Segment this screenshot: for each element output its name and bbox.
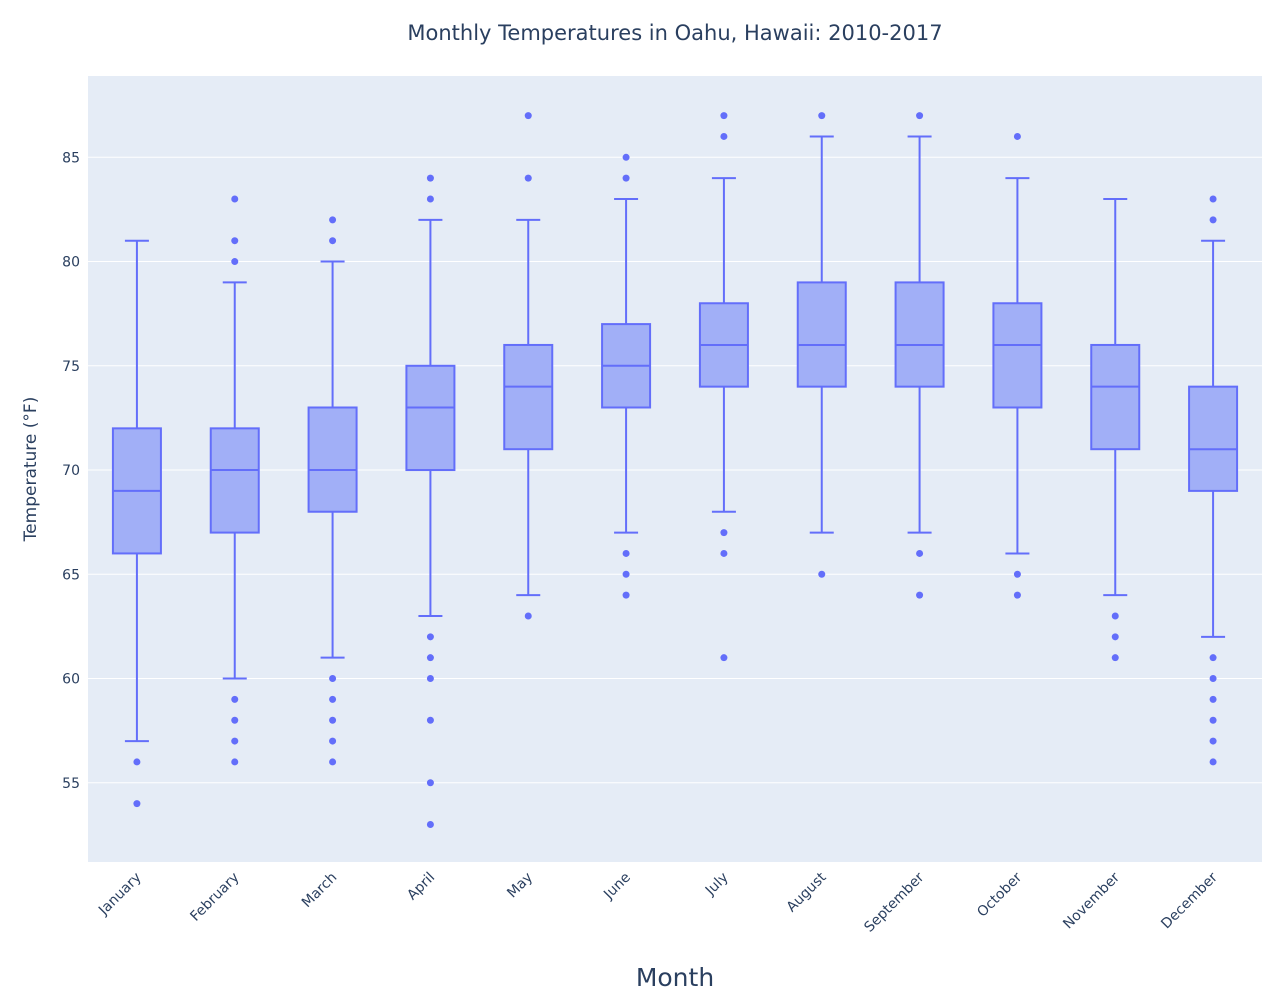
outlier-point-march — [329, 237, 337, 245]
outlier-point-september — [916, 549, 924, 557]
outlier-point-february — [231, 695, 239, 703]
box-december — [1188, 195, 1239, 766]
y-tick-label-60: 60 — [62, 672, 80, 688]
outlier-point-september — [916, 591, 924, 599]
y-tick-label-80: 80 — [62, 255, 80, 271]
outlier-point-december — [1209, 216, 1217, 224]
iqr-box-november — [1090, 343, 1141, 451]
outlier-point-march — [329, 695, 337, 703]
outlier-point-march — [329, 216, 337, 224]
outlier-point-july — [720, 654, 728, 662]
outlier-point-june — [622, 549, 630, 557]
outlier-point-may — [524, 174, 532, 182]
box-january — [111, 239, 162, 808]
x-axis-title: Month — [636, 963, 714, 992]
outlier-point-july — [720, 549, 728, 557]
outlier-point-april — [426, 675, 434, 683]
outlier-point-december — [1209, 758, 1217, 766]
box-june — [601, 153, 652, 599]
outlier-point-february — [231, 758, 239, 766]
outlier-point-july — [720, 112, 728, 120]
outlier-point-january — [133, 800, 141, 808]
outlier-point-october — [1013, 591, 1021, 599]
y-tick-label-70: 70 — [62, 463, 80, 479]
y-axis-ticks: 55 60 65 70 75 80 85 — [62, 150, 80, 791]
outlier-point-march — [329, 716, 337, 724]
outlier-point-december — [1209, 737, 1217, 745]
outlier-point-october — [1013, 570, 1021, 578]
outlier-point-april — [426, 174, 434, 182]
iqr-box-august — [796, 281, 847, 388]
y-tick-label-75: 75 — [62, 359, 80, 375]
outlier-point-february — [231, 237, 239, 245]
box-april — [405, 174, 456, 828]
outlier-point-august — [818, 570, 826, 578]
outlier-point-march — [329, 758, 337, 766]
outlier-point-august — [818, 112, 826, 120]
outlier-point-april — [426, 820, 434, 828]
y-axis-title: Temperature (°F) — [21, 397, 41, 543]
iqr-box-october — [992, 302, 1043, 409]
plot-area — [88, 76, 1262, 862]
box-july — [698, 112, 749, 662]
box-september — [894, 112, 945, 599]
box-october — [992, 132, 1043, 599]
y-tick-label-65: 65 — [62, 567, 80, 583]
outlier-point-july — [720, 529, 728, 537]
iqr-box-december — [1188, 385, 1239, 492]
outlier-point-june — [622, 174, 630, 182]
outlier-point-december — [1209, 675, 1217, 683]
chart-title: Monthly Temperatures in Oahu, Hawaii: 20… — [407, 21, 942, 45]
outlier-point-november — [1111, 654, 1119, 662]
gridlines — [88, 156, 1262, 784]
iqr-box-february — [209, 427, 260, 534]
box-may — [503, 112, 554, 620]
outlier-point-april — [426, 716, 434, 724]
iqr-box-march — [307, 406, 358, 513]
iqr-box-may — [503, 343, 554, 451]
outlier-point-november — [1111, 633, 1119, 641]
box-november — [1090, 198, 1141, 662]
outlier-point-june — [622, 153, 630, 161]
outlier-point-june — [622, 570, 630, 578]
outlier-point-february — [231, 716, 239, 724]
y-tick-label-55: 55 — [62, 776, 80, 792]
boxes — [111, 112, 1239, 828]
outlier-point-december — [1209, 716, 1217, 724]
outlier-point-april — [426, 654, 434, 662]
box-august — [796, 112, 847, 578]
outlier-point-march — [329, 737, 337, 745]
outlier-point-april — [426, 633, 434, 641]
outlier-point-december — [1209, 195, 1217, 203]
box-february — [209, 195, 260, 766]
outlier-point-october — [1013, 132, 1021, 140]
outlier-point-july — [720, 132, 728, 140]
iqr-box-april — [405, 364, 456, 472]
outlier-point-june — [622, 591, 630, 599]
outlier-point-december — [1209, 654, 1217, 662]
outlier-point-february — [231, 737, 239, 745]
outlier-point-september — [916, 112, 924, 120]
outlier-point-march — [329, 675, 337, 683]
outlier-point-may — [524, 612, 532, 620]
box-march — [307, 216, 358, 766]
outlier-point-december — [1209, 695, 1217, 703]
y-tick-label-85: 85 — [62, 150, 80, 166]
outlier-point-january — [133, 758, 141, 766]
outlier-point-april — [426, 779, 434, 787]
outlier-point-april — [426, 195, 434, 203]
outlier-point-february — [231, 195, 239, 203]
outlier-point-may — [524, 112, 532, 120]
outlier-point-february — [231, 258, 239, 266]
iqr-box-september — [894, 281, 945, 388]
outlier-point-november — [1111, 612, 1119, 620]
